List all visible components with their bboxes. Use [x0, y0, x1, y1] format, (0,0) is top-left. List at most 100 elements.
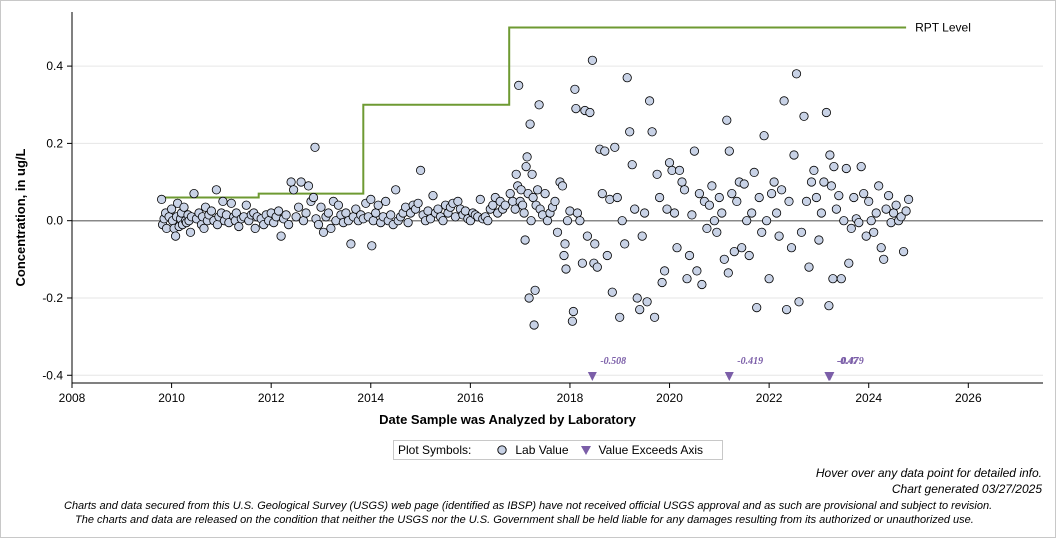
lab-value-point: [829, 162, 839, 172]
lab-value-point: [669, 208, 680, 218]
lab-value-point: [622, 73, 632, 83]
lab-value-point: [532, 185, 543, 195]
lab-value-point: [849, 192, 859, 203]
lab-value-point: [766, 189, 777, 199]
lab-value-point: [694, 189, 705, 199]
lab-value-point: [903, 194, 914, 204]
lab-value-point: [719, 254, 729, 264]
lab-value-point: [286, 177, 296, 187]
lab-value-point: [846, 223, 856, 233]
lab-value-point: [806, 177, 817, 187]
lab-value-point: [707, 181, 717, 191]
lab-value-point: [326, 223, 336, 233]
lab-value-point: [630, 204, 640, 214]
lab-value-point: [704, 200, 715, 210]
lab-value-point: [185, 227, 196, 237]
lab-value-point: [794, 297, 804, 307]
lab-value-point: [189, 189, 199, 199]
lab-value-point: [310, 142, 320, 152]
lab-value-point: [552, 227, 563, 237]
lab-value-point: [826, 181, 837, 191]
lab-value-point: [500, 200, 510, 210]
y-axis-label: Concentration, in ug/L: [13, 148, 28, 286]
lab-value-point: [524, 293, 534, 303]
lab-value-point: [234, 221, 244, 232]
lab-value-point: [866, 216, 876, 226]
lab-value-point: [684, 250, 695, 261]
lab-value-point: [250, 223, 260, 233]
lab-value-point: [199, 223, 209, 233]
lab-value-point: [273, 206, 284, 216]
lab-value-point: [577, 258, 588, 268]
lab-value-point: [714, 192, 724, 203]
y-tick-label: 0.2: [46, 136, 63, 150]
lab-value-point: [891, 200, 901, 210]
lab-value-point: [789, 150, 799, 160]
lab-value-point: [632, 293, 642, 303]
lab-value-point: [898, 247, 909, 257]
exceeds-axis-label: -0.508: [600, 356, 626, 367]
lab-value-point: [871, 208, 881, 218]
lab-value-point: [861, 231, 871, 241]
lab-value-point: [288, 185, 299, 195]
lab-value-point: [649, 312, 660, 322]
lab-value-point: [520, 235, 530, 245]
y-tick-label: 0.4: [46, 59, 63, 73]
lab-value-point: [415, 165, 426, 175]
lab-value-point: [283, 220, 294, 230]
lab-value-point: [276, 231, 286, 241]
lab-value-point: [799, 111, 809, 121]
lab-value-point: [825, 150, 835, 160]
lab-value-point: [514, 80, 524, 91]
lab-value-point: [786, 243, 797, 253]
lab-value-point: [475, 194, 485, 204]
lab-value-point: [610, 142, 620, 152]
lab-value-point: [652, 169, 662, 179]
lab-value-point: [883, 191, 894, 201]
lab-value-point: [639, 208, 650, 218]
lab-value-point: [510, 204, 520, 214]
lab-value-point: [505, 189, 515, 199]
lab-value-point: [784, 196, 794, 206]
lab-value-point: [516, 185, 526, 195]
lab-value-point: [550, 196, 560, 206]
y-tick-label: -0.4: [42, 368, 63, 382]
lab-value-point: [211, 185, 221, 195]
lab-value-point: [612, 192, 622, 203]
lab-value-point: [697, 279, 707, 290]
lab-value-point: [293, 202, 304, 212]
lab-value-point: [637, 231, 647, 241]
lab-value-point: [620, 239, 630, 249]
lab-value-point: [528, 192, 538, 203]
lab-value-point: [527, 169, 537, 179]
y-tick-label: 0.0: [46, 214, 63, 228]
lab-value-point: [171, 231, 181, 241]
lab-value-point: [796, 227, 807, 237]
lab-value-point: [839, 216, 849, 226]
lab-value-point: [333, 200, 343, 210]
lab-value-point: [167, 204, 177, 214]
lab-value-point: [724, 146, 734, 156]
lab-value-point: [571, 104, 581, 114]
lab-value-point: [600, 146, 610, 156]
lab-value-point: [824, 301, 834, 311]
lab-value-point: [592, 262, 602, 272]
lab-value-point: [779, 96, 789, 106]
x-tick-label: 2010: [158, 391, 185, 405]
lab-value-point: [692, 266, 702, 276]
lab-value-point: [687, 210, 697, 220]
legend: Plot Symbols: Lab Value Value Exceeds Ax…: [393, 440, 723, 460]
lab-value-point: [717, 208, 727, 218]
lab-value-point: [723, 268, 733, 278]
rpt-level-label: RPT Level: [915, 20, 971, 34]
lab-value-point: [754, 192, 764, 203]
lab-value-point: [709, 216, 720, 226]
lab-value-point: [559, 250, 569, 261]
lab-value-point: [218, 196, 228, 206]
scatter-chart: -0.4 -0.2 0.0 0.2 0.4 2008 2010 2012 2014 2016 201…: [13, 12, 1043, 427]
lab-value-point: [450, 212, 460, 222]
lab-value-point: [737, 243, 747, 253]
lab-value-point: [303, 181, 314, 191]
x-tick-label: 2016: [457, 391, 484, 405]
lab-value-point: [241, 200, 251, 210]
